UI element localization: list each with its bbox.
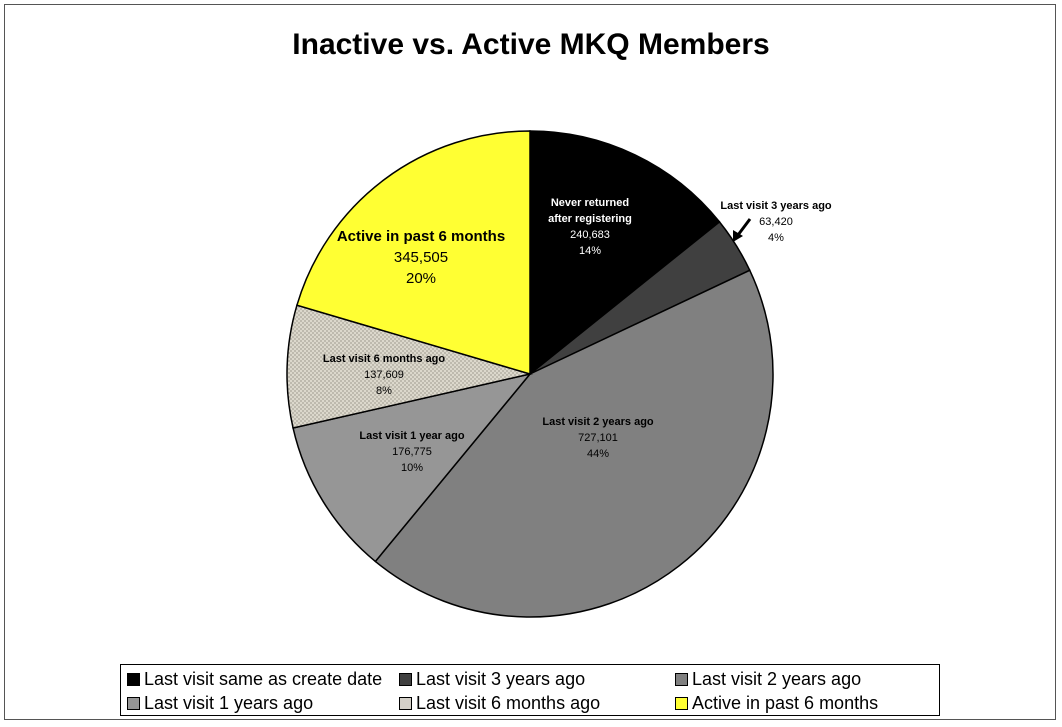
slice-percent-label: 10% <box>401 462 423 474</box>
legend-item-1-year: Last visit 1 years ago <box>127 693 313 714</box>
slice-percent-label: 14% <box>579 245 601 257</box>
pie-slice-active-in-past-6-months <box>296 130 531 376</box>
slice-value-label: 345,505 <box>394 249 448 266</box>
slice-percent-label: 44% <box>587 448 609 460</box>
legend-swatch <box>399 673 412 686</box>
legend-label: Last visit 3 years ago <box>416 669 586 689</box>
legend-label: Active in past 6 months <box>692 693 879 713</box>
slice-percent-label: 20% <box>406 270 436 287</box>
leader-line <box>736 218 752 236</box>
legend-label: Last visit same as create date <box>144 669 383 689</box>
slice-label: Active in past 6 months <box>337 228 505 245</box>
pie-slice-last-visit-2-years-ago <box>374 269 774 618</box>
slice-value-label: 137,609 <box>364 369 404 381</box>
legend-label: Last visit 1 years ago <box>144 693 314 713</box>
leader-arrowhead <box>733 230 743 242</box>
slice-label: Last visit 2 years ago <box>542 416 654 428</box>
legend-swatch <box>127 697 140 710</box>
slice-label: Last visit 3 years ago <box>720 200 832 212</box>
slice-value-label: 727,101 <box>578 432 618 444</box>
chart-title: Inactive vs. Active MKQ Members <box>292 28 770 61</box>
slice-value-label: 240,683 <box>570 229 610 241</box>
legend-item-3-years: Last visit 3 years ago <box>399 669 585 690</box>
legend-swatch <box>675 673 688 686</box>
legend-item-2-years: Last visit 2 years ago <box>675 669 861 690</box>
legend-label: Last visit 2 years ago <box>692 669 862 689</box>
slice-value-label: 176,775 <box>392 446 432 458</box>
legend-label: Last visit 6 months ago <box>416 693 601 713</box>
legend-item-active: Active in past 6 months <box>675 693 878 714</box>
pie-slice-last-visit-1-years-ago <box>292 372 532 563</box>
slice-label: Last visit 1 year ago <box>359 430 464 442</box>
slice-label: Never returned <box>551 197 629 209</box>
slice-percent-label: 8% <box>376 385 392 397</box>
legend-item-same-as-create: Last visit same as create date <box>127 669 382 690</box>
legend-swatch <box>399 697 412 710</box>
slice-value-label: 63,420 <box>759 216 793 228</box>
pie-slice-last-visit-same-as-create-date <box>529 130 721 376</box>
legend-swatch <box>675 697 688 710</box>
slice-label: after registering <box>548 213 632 225</box>
chart-legend: Last visit same as create date Last visi… <box>120 664 940 716</box>
legend-swatch <box>127 673 140 686</box>
slice-label: Last visit 6 months ago <box>323 353 446 365</box>
slice-percent-label: 4% <box>768 232 784 244</box>
legend-item-6-months: Last visit 6 months ago <box>399 693 600 714</box>
pie-slice-last-visit-6-months-ago <box>286 304 533 429</box>
